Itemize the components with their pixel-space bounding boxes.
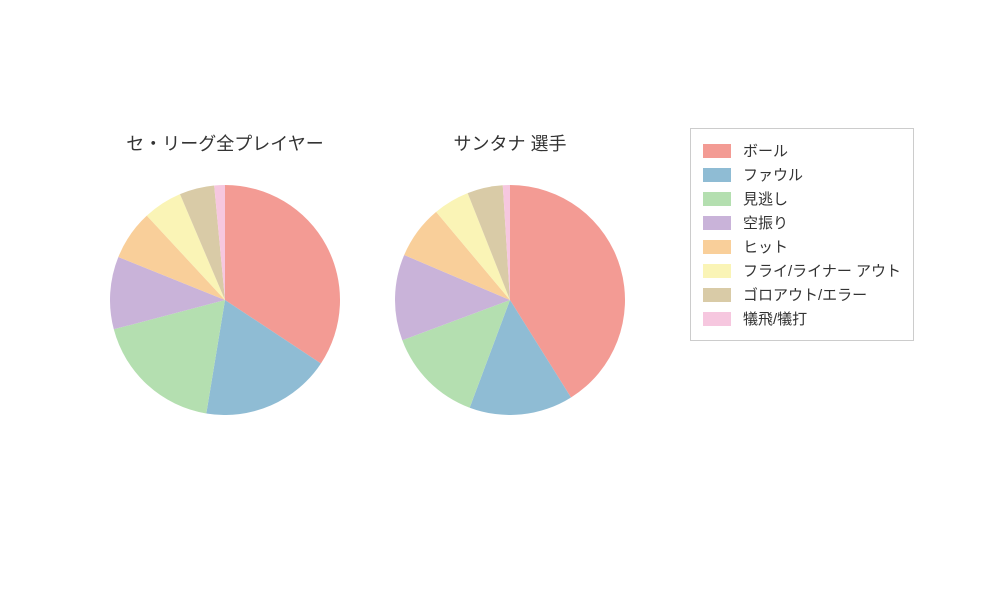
pie-title: サンタナ 選手 (380, 130, 640, 156)
legend-swatch (703, 288, 731, 302)
legend-item-groundout: ゴロアウト/エラー (703, 284, 901, 305)
legend-label: ファウル (743, 164, 803, 185)
legend-item-looking: 見逃し (703, 188, 901, 209)
legend-swatch (703, 312, 731, 326)
legend-swatch (703, 240, 731, 254)
pie-chart (110, 185, 340, 415)
legend-item-flyliner: フライ/ライナー アウト (703, 260, 901, 281)
pie-title: セ・リーグ全プレイヤー (95, 130, 355, 156)
legend-swatch (703, 264, 731, 278)
legend-item-swinging: 空振り (703, 212, 901, 233)
legend-label: 空振り (743, 212, 788, 233)
pie-chart (395, 185, 625, 415)
legend-item-hit: ヒット (703, 236, 901, 257)
legend-swatch (703, 168, 731, 182)
legend-label: ボール (743, 140, 788, 161)
legend-swatch (703, 216, 731, 230)
legend-label: 見逃し (743, 188, 788, 209)
legend-swatch (703, 144, 731, 158)
legend: ボールファウル見逃し空振りヒットフライ/ライナー アウトゴロアウト/エラー犠飛/… (690, 128, 914, 341)
legend-item-sacrifice: 犠飛/犠打 (703, 308, 901, 329)
legend-label: ヒット (743, 236, 788, 257)
chart-container: セ・リーグ全プレイヤー34.318.318.310.2サンタナ 選手41.114… (0, 0, 1000, 600)
legend-item-ball: ボール (703, 140, 901, 161)
legend-swatch (703, 192, 731, 206)
legend-label: ゴロアウト/エラー (743, 284, 867, 305)
legend-label: 犠飛/犠打 (743, 308, 807, 329)
legend-item-foul: ファウル (703, 164, 901, 185)
legend-label: フライ/ライナー アウト (743, 260, 901, 281)
